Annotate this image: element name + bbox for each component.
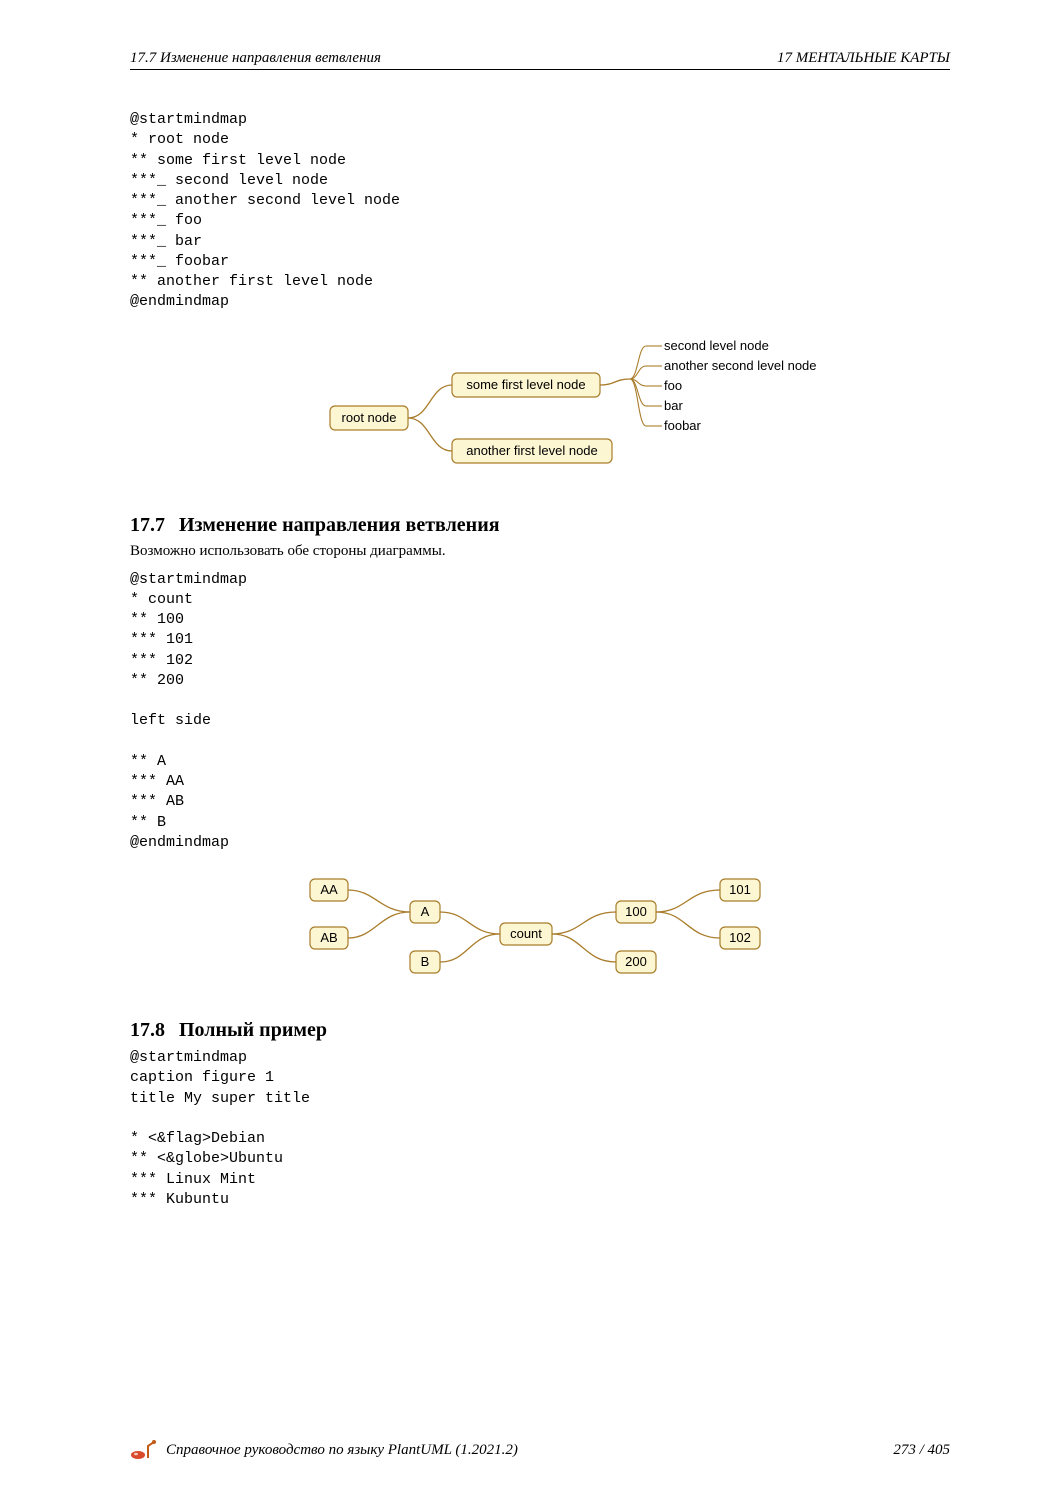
svg-text:foobar: foobar [664,418,702,433]
page: 17.7 Изменение направления ветвления 17 … [0,0,1060,1500]
svg-text:another first level node: another first level node [466,443,598,458]
mindmap-diagram-1: second level node another second level no… [130,331,950,486]
svg-text:B: B [421,954,430,969]
svg-text:root node: root node [342,410,397,425]
svg-text:bar: bar [664,398,683,413]
page-footer: Справочное руководство по языку PlantUML… [130,1440,950,1460]
section-number: 17.8 [130,1019,165,1041]
header-left: 17.7 Изменение направления ветвления [130,50,381,67]
svg-text:count: count [510,926,542,941]
code-block-1: @startmindmap * root node ** some first … [130,110,950,313]
section-title: Изменение направления ветвления [179,514,500,536]
svg-text:A: A [421,904,430,919]
svg-text:AA: AA [320,882,338,897]
code-block-2: @startmindmap * count ** 100 *** 101 ***… [130,570,950,854]
footer-title: Справочное руководство по языку PlantUML… [166,1442,518,1459]
svg-text:another second level node: another second level node [664,358,817,373]
svg-text:AB: AB [320,930,337,945]
svg-text:second level node: second level node [664,338,769,353]
svg-text:200: 200 [625,954,647,969]
footer-left: Справочное руководство по языку PlantUML… [130,1440,518,1460]
plantuml-logo-icon [130,1440,156,1460]
section-heading-17-8: 17.8 Полный пример [130,1019,950,1042]
section-title: Полный пример [179,1019,327,1041]
footer-page: 273 / 405 [893,1442,950,1459]
mindmap-diagram-2: AAABABcount100200101102 [130,871,950,991]
section-number: 17.7 [130,514,165,536]
header-right: 17 МЕНТАЛЬНЫЕ КАРТЫ [777,50,950,67]
section-body-1: Возможно использовать обе стороны диагра… [130,543,950,560]
mindmap-svg-1: second level node another second level no… [230,331,850,481]
svg-text:101: 101 [729,882,751,897]
svg-text:102: 102 [729,930,751,945]
svg-text:100: 100 [625,904,647,919]
svg-text:some first level node: some first level node [466,377,585,392]
section-heading-17-7: 17.7 Изменение направления ветвления [130,514,950,537]
code-block-3: @startmindmap caption figure 1 title My … [130,1048,950,1210]
svg-text:foo: foo [664,378,682,393]
page-header: 17.7 Изменение направления ветвления 17 … [130,50,950,70]
mindmap-svg-2: AAABABcount100200101102 [300,871,780,986]
